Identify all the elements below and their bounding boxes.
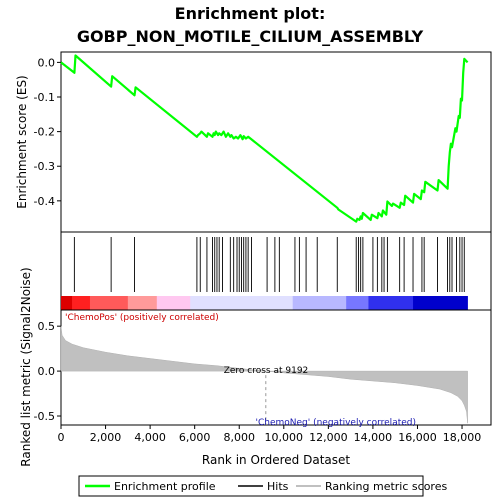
ranking-bar-segment (444, 296, 468, 310)
es-y-tick-label: -0.2 (34, 126, 55, 139)
ranking-metric-area (60, 326, 468, 424)
es-y-axis-label: Enrichment score (ES) (15, 75, 29, 208)
chemopos-label: 'ChemoPos' (positively correlated) (65, 313, 219, 323)
legend-enrichment-label: Enrichment profile (114, 480, 216, 493)
legend: Enrichment profile Hits Ranking metric s… (78, 475, 447, 497)
es-panel-frame (60, 51, 492, 233)
ranking-bar-segment (127, 296, 158, 310)
enrichment-profile-line (60, 54, 469, 223)
ranking-bar-segment (190, 296, 294, 310)
metric-y-tick-label: 0.0 (38, 365, 56, 378)
x-tick-label: 8,000 (223, 431, 255, 444)
metric-y-tick-label: -0.5 (34, 410, 55, 423)
x-tick-label: 18,000 (443, 431, 482, 444)
ranking-bar-segment (368, 296, 414, 310)
legend-metric-label: Ranking metric scores (325, 480, 447, 493)
ranking-bar-segment (72, 296, 91, 310)
x-tick-label: 0 (58, 431, 65, 444)
metric-panel: 0.5 0.0 -0.5 'ChemoPos' (positively correl… (19, 267, 492, 467)
x-tick-label: 14,000 (354, 431, 393, 444)
metric-y-tick-label: 0.5 (38, 320, 56, 333)
x-axis-label: Rank in Ordered Dataset (202, 453, 350, 467)
x-tick-label: 10,000 (265, 431, 304, 444)
ranking-bar-segment (156, 296, 191, 310)
x-tick-label: 4,000 (134, 431, 166, 444)
x-axis: 0 2,000 4,000 6,000 8,000 10,000 12,000 14,000 1… (58, 425, 482, 444)
ranking-bar-segment (292, 296, 347, 310)
x-tick-label: 2,000 (90, 431, 122, 444)
ranking-bar-segment (346, 296, 369, 310)
es-y-tick-label: -0.4 (34, 195, 55, 208)
hits-panel (60, 231, 492, 311)
chart-title-line1: Enrichment plot: (175, 4, 326, 23)
legend-hits-label: Hits (267, 480, 289, 493)
ranking-bar-segment (89, 296, 129, 310)
es-y-tick-label: 0.0 (38, 56, 56, 69)
x-tick-label: 16,000 (398, 431, 437, 444)
x-tick-label: 6,000 (179, 431, 211, 444)
x-tick-label: 12,000 (309, 431, 348, 444)
chart-title-line2: GOBP_NON_MOTILE_CILIUM_ASSEMBLY (77, 27, 424, 46)
es-y-tick-label: -0.3 (34, 160, 55, 173)
metric-y-axis-label: Ranked list metric (Signal2Noise) (19, 267, 33, 466)
es-panel: 0.0 -0.1 -0.2 -0.3 -0.4 Enrichment score (ES… (15, 51, 492, 233)
zero-cross-label: Zero cross at 9192 (224, 366, 309, 376)
ranking-bar-segment (413, 296, 445, 310)
chemoneg-label: 'ChemoNeg' (negatively correlated) (256, 418, 417, 428)
es-y-tick-label: -0.1 (34, 91, 55, 104)
ranking-bar-segment (61, 296, 73, 310)
